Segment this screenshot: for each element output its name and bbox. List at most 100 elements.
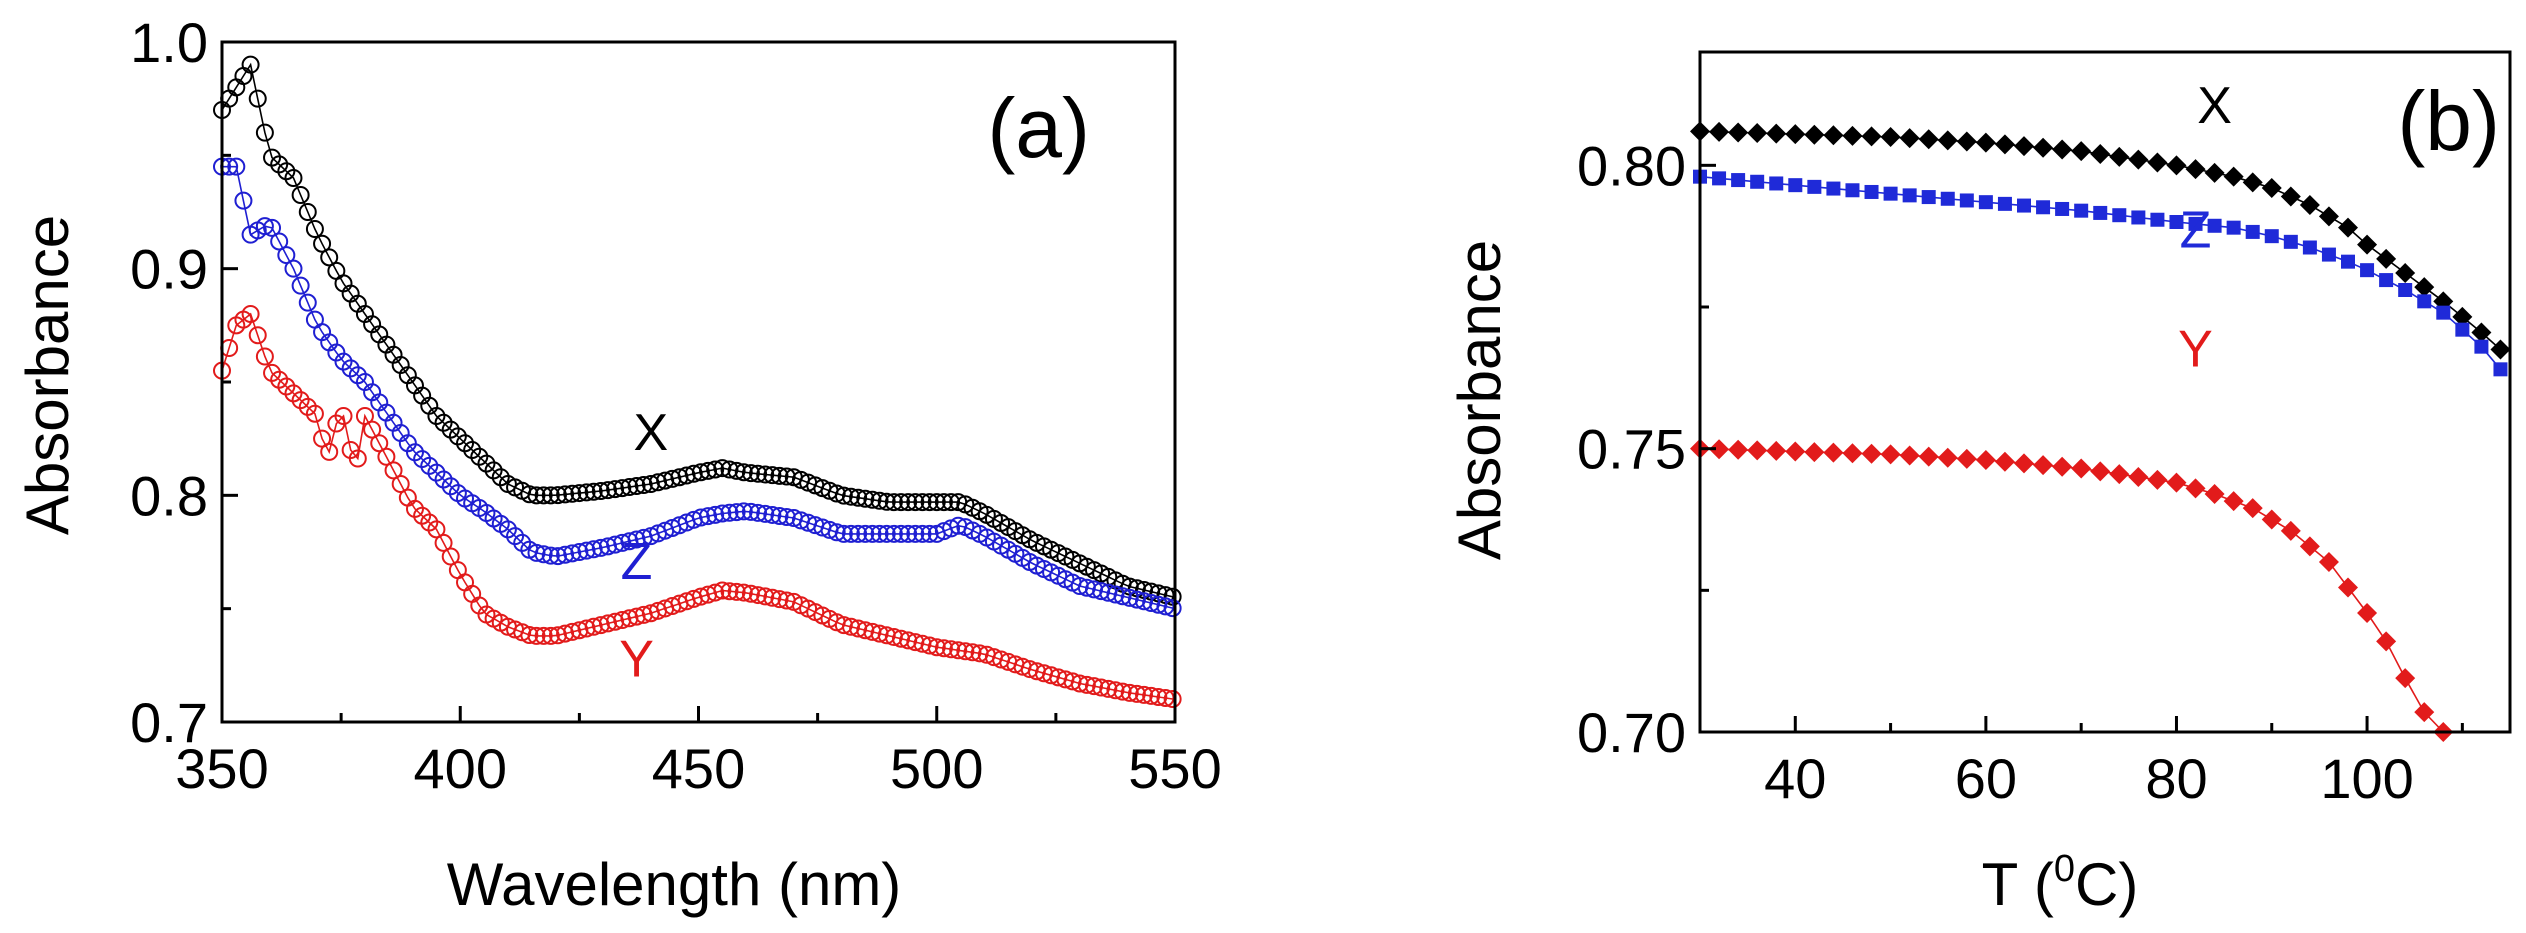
panel-b-label: (b): [2397, 74, 2500, 168]
data-point: [877, 524, 896, 543]
data-point: [1747, 123, 1768, 144]
data-point: [1956, 131, 1977, 152]
data-point: [1769, 176, 1784, 191]
data-point: [2490, 339, 2511, 360]
data-point: [1861, 126, 1882, 147]
data-point: [2207, 218, 2222, 233]
data-point: [741, 464, 760, 483]
y-tick-label: 0.7: [130, 691, 208, 754]
data-point: [899, 524, 918, 543]
data-point: [2302, 240, 2317, 255]
series-X-label: X: [634, 404, 669, 462]
data-point: [1842, 443, 1863, 464]
data-point: [1785, 441, 1806, 462]
data-point: [2014, 136, 2034, 157]
data-point: [2204, 484, 2225, 504]
data-point: [427, 520, 446, 539]
data-point: [2147, 469, 2168, 490]
data-point: [870, 524, 889, 543]
data-point: [248, 89, 267, 108]
series-Y-label: Y: [619, 631, 654, 689]
data-point: [927, 638, 946, 657]
data-point: [248, 326, 267, 345]
data-point: [2150, 212, 2165, 227]
data-point: [2017, 198, 2031, 213]
data-point: [2223, 166, 2244, 187]
data-point: [741, 502, 760, 521]
series-X-line: [221, 62, 1173, 598]
data-point: [2261, 509, 2282, 530]
series-Z: Z: [213, 157, 1182, 618]
data-point: [1156, 688, 1175, 707]
data-point: [2223, 491, 2244, 512]
data-point: [2280, 520, 2301, 541]
data-point: [1918, 129, 1939, 150]
data-point: [255, 217, 274, 236]
series-Y-label: Y: [2178, 321, 2213, 379]
y-tick-label: 0.80: [1577, 134, 1686, 197]
data-point: [1880, 444, 1901, 465]
x-tick-label: 80: [2145, 747, 2207, 810]
data-point: [2414, 277, 2435, 298]
data-point: [1842, 125, 1863, 146]
data-point: [548, 547, 567, 566]
data-point: [541, 486, 560, 505]
data-point: [377, 447, 396, 466]
data-point: [541, 546, 560, 565]
data-point: [763, 466, 782, 485]
data-point: [2033, 137, 2054, 158]
data-point: [749, 464, 768, 483]
data-point: [699, 507, 718, 526]
data-point: [534, 486, 553, 505]
data-point: [1113, 682, 1132, 701]
data-point: [756, 587, 775, 606]
data-point: [1899, 128, 1920, 149]
data-point: [234, 191, 253, 210]
data-point: [1940, 191, 1955, 206]
data-point: [1709, 121, 1730, 142]
y-tick-label: 0.8: [130, 464, 208, 527]
data-point: [1092, 678, 1111, 697]
data-point: [2280, 186, 2301, 207]
data-point: [1070, 674, 1089, 693]
data-point: [1156, 597, 1175, 616]
data-point: [2318, 206, 2339, 227]
data-point: [313, 234, 332, 253]
data-point: [706, 505, 725, 524]
data-point: [1861, 443, 1882, 464]
series-Z-line: [222, 165, 1173, 609]
data-point: [2341, 254, 2355, 269]
data-point: [2204, 162, 2225, 183]
data-point: [2169, 215, 2184, 229]
data-point: [1120, 683, 1139, 702]
data-point: [1731, 173, 1746, 188]
data-point: [1804, 124, 1825, 145]
data-point: [942, 640, 961, 659]
data-point: [1845, 183, 1860, 198]
x-axis-title-unit: C): [2075, 851, 2138, 918]
data-point: [827, 523, 846, 542]
data-point: [756, 504, 775, 523]
data-point: [1127, 684, 1146, 703]
x-tick-label: 400: [414, 737, 507, 800]
series-X: X: [213, 55, 1182, 606]
data-point: [2242, 172, 2263, 193]
data-point: [1728, 122, 1749, 143]
data-point: [1978, 195, 1993, 210]
panel-b-plot-frame: [1698, 50, 2512, 734]
panel-a-label: (a): [987, 81, 1090, 175]
series-X-line: [1699, 130, 2502, 351]
data-point: [770, 466, 789, 485]
data-point: [2455, 322, 2470, 337]
series-Z: Z: [1693, 169, 2508, 377]
data-point: [548, 486, 567, 505]
data-point: [2321, 247, 2336, 262]
data-point: [913, 493, 932, 512]
data-point: [606, 480, 625, 499]
data-point: [541, 626, 560, 645]
data-point: [749, 503, 768, 522]
data-point: [2071, 141, 2092, 162]
data-point: [270, 232, 289, 251]
data-point: [227, 157, 246, 176]
data-point: [2036, 200, 2051, 215]
